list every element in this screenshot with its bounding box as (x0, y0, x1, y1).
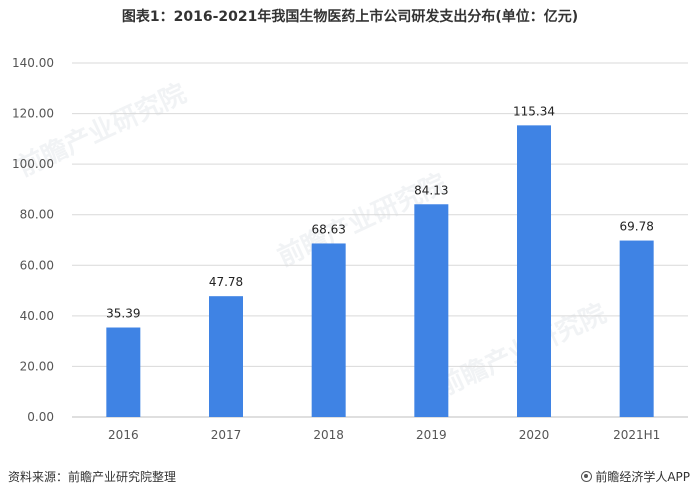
brand-logo-icon (581, 471, 593, 482)
data-label: 115.34 (513, 104, 555, 118)
brand-name: 前瞻经济学人APP (595, 470, 690, 484)
data-label: 69.78 (619, 220, 653, 234)
x-tick-label: 2017 (211, 428, 242, 442)
x-tick-label: 2016 (108, 428, 139, 442)
bar (311, 243, 346, 417)
x-tick-label: 2020 (519, 428, 550, 442)
y-tick-label: 100.00 (12, 157, 54, 171)
x-tick-label: 2021H1 (613, 428, 660, 442)
y-tick-label: 80.00 (20, 208, 54, 222)
y-tick-label: 40.00 (20, 309, 54, 323)
y-tick-label: 20.00 (20, 359, 54, 373)
data-label: 35.39 (106, 307, 140, 321)
chart-title: 图表1：2016-2021年我国生物医药上市公司研发支出分布(单位：亿元) (121, 9, 579, 25)
data-label: 47.78 (209, 275, 243, 289)
y-tick-label: 140.00 (12, 56, 54, 70)
bar (209, 296, 243, 417)
y-tick-label: 0.00 (27, 410, 54, 424)
bar (414, 204, 449, 417)
bar (517, 125, 551, 418)
y-tick-label: 120.00 (12, 107, 54, 121)
bar (106, 327, 141, 417)
x-tick-label: 2019 (416, 428, 447, 442)
data-label: 84.13 (414, 183, 448, 197)
x-tick-label: 2018 (313, 428, 344, 442)
brand-credit: 前瞻经济学人APP (581, 468, 690, 485)
source-note: 资料来源：前瞻产业研究院整理 (8, 470, 177, 484)
y-tick-label: 60.00 (20, 258, 54, 272)
bar (619, 240, 654, 417)
data-label: 68.63 (311, 222, 345, 236)
